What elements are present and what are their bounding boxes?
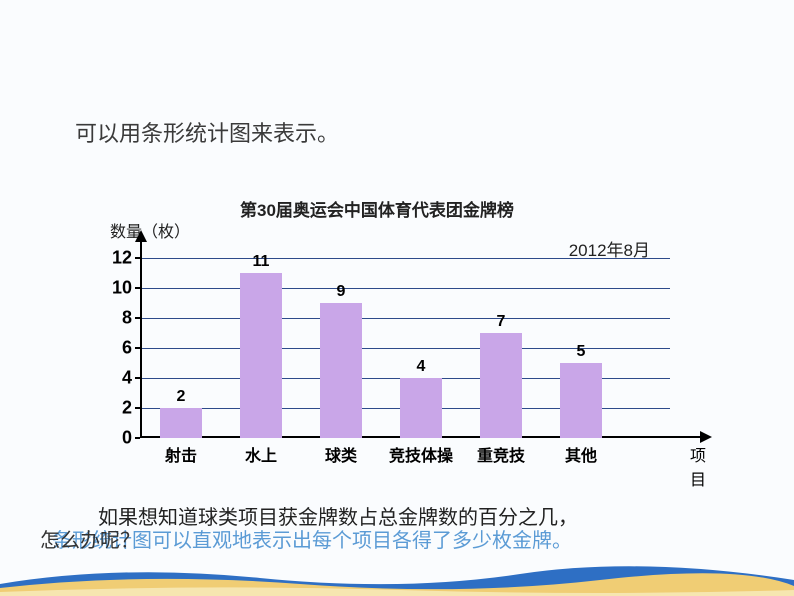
chart-title: 第30届奥运会中国体育代表团金牌榜 — [240, 196, 514, 221]
y-tick-label: 0 — [122, 428, 132, 449]
bar-球类: 9 — [320, 303, 362, 438]
x-tick-label: 竞技体操 — [389, 442, 453, 466]
y-axis — [140, 240, 142, 438]
bar-value: 9 — [337, 283, 346, 301]
x-tick-label: 球类 — [325, 442, 357, 466]
bar-value: 11 — [253, 253, 270, 271]
x-axis-title: 项目 — [690, 442, 706, 490]
footer-overlap-text: 怎么办呢？ — [40, 524, 140, 553]
y-tick-label: 4 — [122, 368, 132, 389]
gridline — [140, 288, 670, 289]
bar-value: 7 — [497, 313, 506, 331]
y-axis-arrow — [135, 230, 147, 242]
x-tick-label: 射击 — [165, 442, 197, 466]
y-tick-label: 10 — [112, 278, 132, 299]
beach-decoration — [0, 554, 794, 596]
gold-medal-chart: 第30届奥运会中国体育代表团金牌榜 数量（枚） 2012年8月 02468101… — [90, 196, 700, 476]
bar-水上: 11 — [240, 273, 282, 438]
bar-竞技体操: 4 — [400, 378, 442, 438]
gridline — [140, 258, 670, 259]
y-axis-label: 数量（枚） — [110, 218, 190, 242]
x-tick-label: 水上 — [245, 442, 277, 466]
y-tick-label: 12 — [112, 248, 132, 269]
bar-其他: 5 — [560, 363, 602, 438]
intro-text: 可以用条形统计图来表示。 — [75, 116, 339, 148]
bar-value: 2 — [177, 388, 186, 406]
y-tick-label: 8 — [122, 308, 132, 329]
x-tick-label: 重竞技 — [477, 442, 525, 466]
gridline — [140, 348, 670, 349]
slide: 可以用条形统计图来表示。 第30届奥运会中国体育代表团金牌榜 数量（枚） 2 0 1… — [0, 0, 794, 596]
gridline — [140, 318, 670, 319]
chart-plot-area: 0246810122射击11水上9球类4竞技体操7重竞技5其他项目 — [140, 258, 670, 438]
bar-射击: 2 — [160, 408, 202, 438]
y-tick-label: 6 — [122, 338, 132, 359]
bar-value: 5 — [577, 343, 586, 361]
x-tick-label: 其他 — [565, 442, 597, 466]
bar-重竞技: 7 — [480, 333, 522, 438]
bar-value: 4 — [417, 358, 426, 376]
y-tick-label: 2 — [122, 398, 132, 419]
